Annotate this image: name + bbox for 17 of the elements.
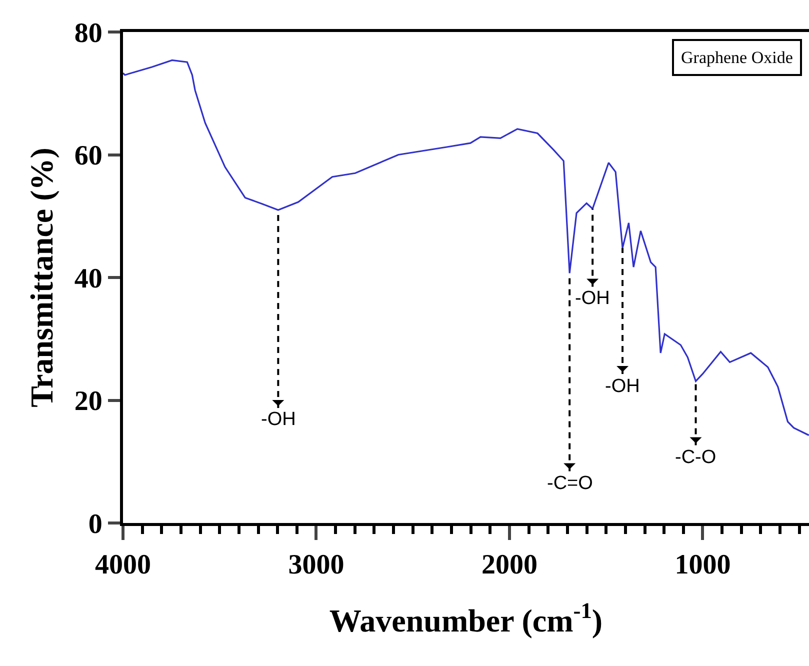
y-tick-label: 40 — [74, 263, 102, 294]
y-tick-label: 60 — [74, 140, 102, 172]
x-tick-label: 1000 — [674, 550, 731, 581]
annotation: -C=O — [547, 473, 593, 494]
annotation: -OH — [575, 288, 610, 309]
x-tick-label: 3000 — [288, 550, 344, 581]
x-tick-label: 4000 — [95, 550, 151, 581]
y-tick-label: 20 — [74, 386, 102, 418]
y-tick-label: 0 — [88, 508, 102, 540]
annotation: -OH — [261, 409, 296, 430]
annotation: -C-O — [675, 447, 716, 468]
annotation: Graphene Oxide — [681, 48, 793, 67]
x-axis-title: Wavenumber (cm$^{-1}$) — [329, 598, 603, 638]
annotation: -OH — [605, 376, 640, 397]
x-tick-label: 2000 — [481, 550, 538, 581]
y-axis-title: Transmittance (%) — [24, 148, 60, 408]
y-tick-label: 80 — [74, 18, 102, 49]
